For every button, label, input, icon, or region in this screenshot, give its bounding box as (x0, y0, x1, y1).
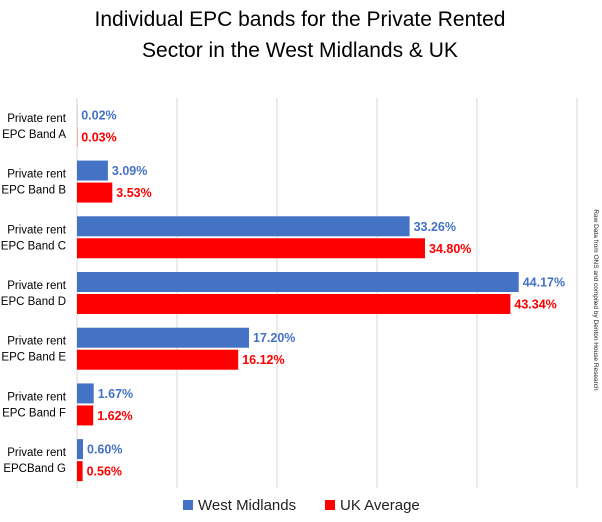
category-label: Private rent EPC Band B (1, 169, 66, 197)
data-label: 1.67% (98, 387, 133, 401)
value-labels: 0.02% 0.03% 3.09% 3.53% 33.26% 34.80% 44.17% 43… (81, 108, 565, 478)
data-label: 44.17% (523, 276, 565, 290)
gridlines (76, 98, 578, 488)
chart-title: Individual EPC bands for the Private Ren… (95, 8, 506, 62)
category-label-line: EPC Band B (1, 185, 66, 197)
category-label-line: EPC Band C (1, 240, 66, 252)
category-label-line: Private rent (7, 169, 67, 181)
data-label: 16.12% (242, 353, 284, 367)
category-label: Private rent EPC Band F (2, 391, 67, 419)
category-label-line: Private rent (7, 224, 67, 236)
bar (77, 238, 425, 259)
data-label: 34.80% (429, 242, 471, 256)
bar (77, 461, 83, 482)
category-label: Private rent EPC Band A (2, 113, 67, 141)
data-label: 0.56% (87, 465, 122, 479)
bar (77, 216, 410, 237)
category-label: Private rent EPC Band D (1, 280, 67, 308)
category-label: Private rent EPCBand G (3, 447, 66, 475)
bar (77, 160, 108, 181)
data-label: 43.34% (514, 298, 556, 312)
data-label: 3.09% (112, 164, 147, 178)
data-label: 33.26% (414, 220, 456, 234)
category-labels: Private rent EPC Band A Private rent EPC Ba… (1, 113, 67, 475)
category-label-line: Private rent (7, 113, 67, 125)
bar (77, 405, 94, 426)
bar (77, 383, 94, 404)
data-label: 17.20% (253, 331, 295, 345)
legend-label-west-midlands: West Midlands (198, 497, 296, 514)
category-label-line: Private rent (7, 391, 67, 403)
bar (77, 439, 83, 460)
category-label-line: EPC Band F (2, 407, 66, 419)
legend-swatch-uk-average (325, 500, 335, 510)
legend: West Midlands UK Average (183, 497, 420, 514)
category-label-line: Private rent (7, 336, 67, 348)
data-label: 0.60% (87, 443, 122, 457)
bars (77, 104, 519, 482)
chart-title-line-1: Individual EPC bands for the Private Ren… (95, 8, 506, 31)
category-label-line: EPC Band E (1, 352, 66, 364)
category-label-line: Private rent (7, 447, 67, 459)
data-label: 1.62% (97, 409, 132, 423)
category-label-line: Private rent (7, 280, 67, 292)
source-note: Raw Data from ONS and compiled by Denton… (592, 209, 599, 391)
legend-swatch-west-midlands (183, 500, 193, 510)
category-label-line: EPC Band D (1, 296, 66, 308)
data-label: 3.53% (116, 186, 151, 200)
bar (77, 349, 239, 370)
category-label-line: EPCBand G (3, 463, 66, 475)
category-label-line: EPC Band A (2, 129, 66, 141)
data-label: 0.03% (81, 130, 116, 144)
bar (77, 327, 249, 348)
legend-label-uk-average: UK Average (340, 497, 420, 514)
bar (77, 182, 113, 203)
chart-title-line-2: Sector in the West Midlands & UK (142, 39, 458, 62)
category-label: Private rent EPC Band C (1, 224, 67, 252)
data-label: 0.02% (81, 108, 116, 122)
bar (77, 272, 519, 292)
bar (77, 294, 511, 314)
category-label: Private rent EPC Band E (1, 336, 66, 364)
